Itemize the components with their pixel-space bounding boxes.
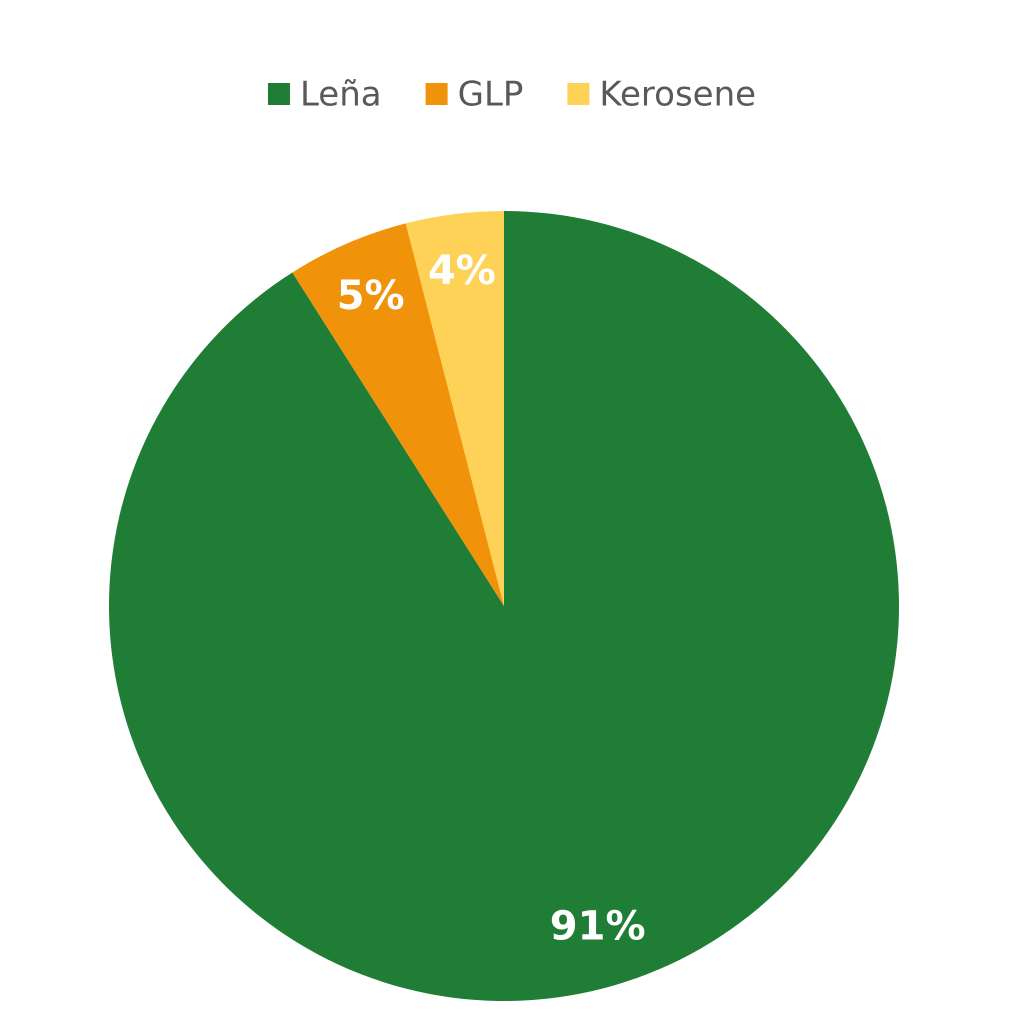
data-label: 91% xyxy=(550,903,646,949)
legend-swatch xyxy=(267,83,290,105)
legend: Leña GLP Kerosene xyxy=(267,75,756,115)
data-label: 5% xyxy=(337,273,405,319)
data-label: 4% xyxy=(428,248,496,294)
legend-label: GLP xyxy=(458,75,524,115)
pie-slice xyxy=(405,211,504,606)
legend-label: Kerosene xyxy=(599,75,756,115)
legend-label: Leña xyxy=(300,75,382,115)
legend-swatch xyxy=(567,83,590,105)
pie-slice xyxy=(292,223,504,606)
legend-swatch xyxy=(425,83,448,105)
